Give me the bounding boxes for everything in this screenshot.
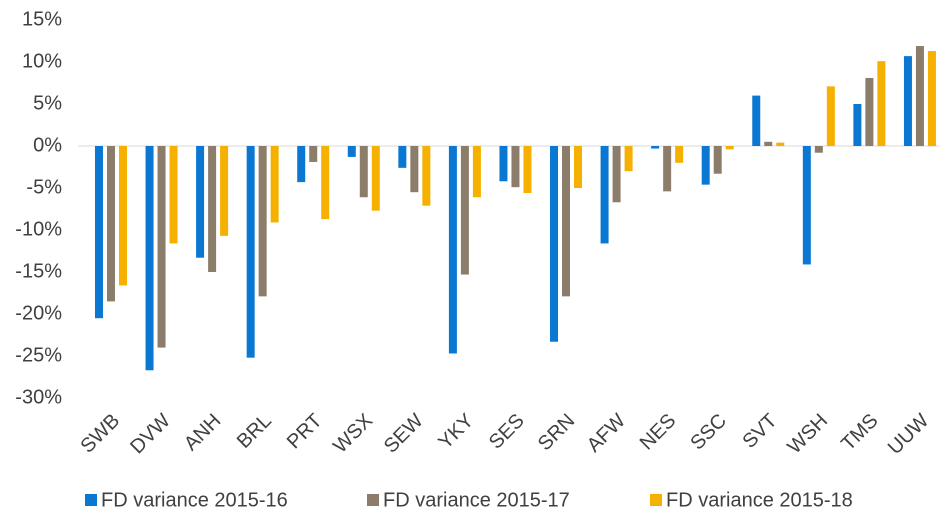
bar xyxy=(776,142,785,146)
x-tick-label: BRL xyxy=(233,410,276,453)
bar xyxy=(725,146,734,150)
bar xyxy=(359,146,368,198)
bar xyxy=(523,146,532,194)
bar xyxy=(297,146,306,183)
bar xyxy=(309,146,318,162)
bar xyxy=(865,77,874,146)
x-tick-label: AFW xyxy=(583,410,630,457)
bar xyxy=(752,95,761,146)
x-tick-label: DVW xyxy=(126,410,175,459)
bar xyxy=(398,146,407,168)
y-tick-label: -25% xyxy=(15,344,62,366)
x-tick-label: WSH xyxy=(784,410,833,459)
bar xyxy=(169,146,178,244)
bar xyxy=(145,146,154,371)
x-tick-label: SWB xyxy=(76,410,124,458)
legend-swatch xyxy=(85,494,97,506)
bar xyxy=(347,146,356,157)
bar xyxy=(624,146,633,172)
bar xyxy=(410,146,419,193)
y-tick-label: -15% xyxy=(15,260,62,282)
bar xyxy=(371,146,380,211)
bar xyxy=(208,146,217,272)
y-tick-label: 15% xyxy=(22,8,62,30)
legend-label: FD variance 2015-16 xyxy=(101,489,288,511)
bar xyxy=(460,146,469,275)
bar xyxy=(903,56,912,147)
bar xyxy=(802,146,811,265)
y-tick-label: 10% xyxy=(22,50,62,72)
bar xyxy=(321,146,330,220)
legend-swatch xyxy=(650,494,662,506)
bar xyxy=(118,146,127,286)
bar xyxy=(814,146,823,153)
bar xyxy=(915,46,924,146)
bar xyxy=(764,141,773,146)
bar xyxy=(877,61,886,146)
x-tick-label: ANH xyxy=(180,410,225,455)
bar xyxy=(853,104,862,146)
bar xyxy=(94,146,103,319)
x-tick-label: PRT xyxy=(283,410,327,454)
bar xyxy=(562,146,571,297)
x-tick-label: UUW xyxy=(884,410,933,459)
legend-label: FD variance 2015-18 xyxy=(666,489,853,511)
bar xyxy=(600,146,609,244)
y-tick-label: 0% xyxy=(33,134,62,156)
x-tick-label: YKY xyxy=(434,410,478,454)
x-tick-label: NES xyxy=(636,410,681,455)
legend-label: FD variance 2015-17 xyxy=(383,489,570,511)
y-tick-label: -30% xyxy=(15,386,62,408)
bar xyxy=(826,86,835,146)
bar xyxy=(499,146,508,182)
bar xyxy=(220,146,229,236)
bar xyxy=(550,146,559,342)
bar xyxy=(258,146,267,297)
bar xyxy=(574,146,583,188)
bar xyxy=(246,146,255,358)
y-tick-label: -5% xyxy=(26,176,62,198)
bar xyxy=(196,146,205,258)
y-tick-label: -20% xyxy=(15,302,62,324)
legend-swatch xyxy=(367,494,379,506)
bar xyxy=(612,146,621,203)
bar xyxy=(713,146,722,174)
x-tick-label: TMS xyxy=(837,410,882,455)
bar xyxy=(927,51,936,146)
bar xyxy=(675,146,684,163)
x-tick-label: SVT xyxy=(738,410,781,453)
bar xyxy=(663,146,672,192)
bar xyxy=(448,146,457,354)
x-tick-label: SEW xyxy=(380,410,428,458)
bar xyxy=(106,146,115,302)
x-tick-label: SES xyxy=(485,410,529,454)
bar xyxy=(270,146,279,223)
bar xyxy=(651,146,660,149)
bar xyxy=(511,146,520,188)
y-tick-label: -10% xyxy=(15,218,62,240)
bar xyxy=(157,146,166,348)
bar xyxy=(701,146,710,185)
x-tick-label: SRN xyxy=(534,410,579,455)
x-tick-label: WSX xyxy=(329,410,377,458)
y-tick-label: 5% xyxy=(33,92,62,114)
bar xyxy=(472,146,481,198)
x-tick-label: SSC xyxy=(686,410,731,455)
bar xyxy=(422,146,431,206)
